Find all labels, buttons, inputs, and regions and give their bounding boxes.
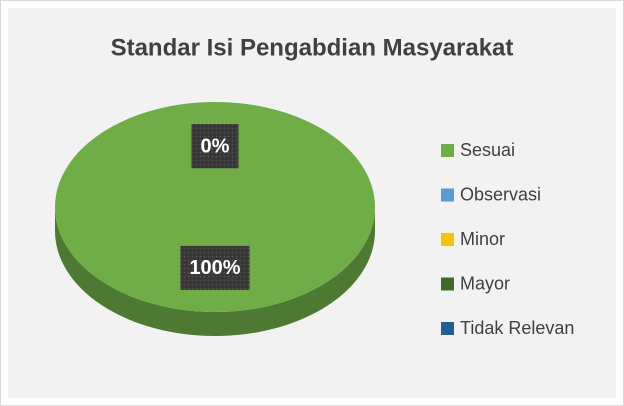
slice	[55, 102, 375, 312]
legend-swatch	[441, 277, 454, 291]
data-labels: 100%0%0%0%0%	[180, 124, 250, 290]
data-label-box	[180, 245, 250, 290]
data-label: 100%	[189, 257, 240, 279]
data-label-box	[191, 124, 239, 169]
legend-label: Observasi	[460, 184, 541, 204]
pie	[55, 102, 375, 336]
data-label: 0%	[201, 135, 230, 157]
legend: Sesuai Observasi Minor Mayor Tidak Relevan	[441, 140, 574, 338]
legend-swatch	[441, 233, 454, 246]
legend-label: Tidak Relevan	[460, 318, 574, 338]
legend-swatch	[441, 322, 454, 335]
legend-label: Minor	[460, 229, 505, 249]
legend-swatch	[441, 144, 454, 157]
slice-side	[55, 207, 375, 336]
legend-swatch	[441, 188, 454, 202]
legend-label: Sesuai	[460, 140, 515, 160]
chart-title: Standar Isi Pengabdian Masyarakat	[111, 34, 514, 61]
legend-label: Mayor	[460, 273, 510, 293]
